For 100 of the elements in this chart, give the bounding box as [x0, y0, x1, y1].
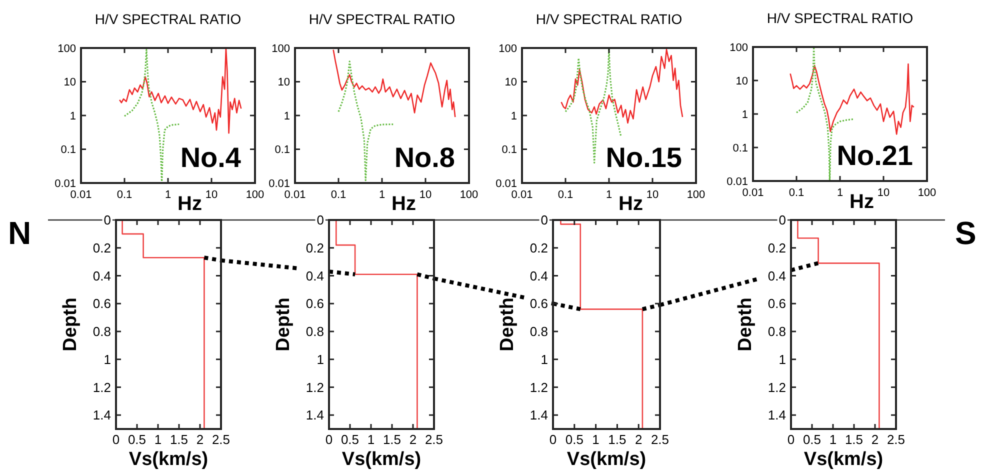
y-tick-label: 1: [742, 108, 748, 121]
y-tick-label: 0.01: [54, 178, 76, 190]
x-tick-label: 2: [409, 432, 417, 447]
x-axis-title: Hz: [618, 193, 643, 215]
y-tick-label: 1.2: [530, 380, 548, 395]
x-tick-label: 2: [196, 432, 204, 447]
line-series: [797, 219, 880, 430]
y-tick-label: 0.6: [768, 296, 786, 312]
y-tick-label: 100: [498, 42, 517, 55]
x-tick-label: 2.5: [886, 432, 906, 447]
y-axis-title: Depth: [497, 298, 518, 352]
y-tick-label: 1: [316, 352, 324, 367]
y-tick-label: 100: [730, 42, 748, 54]
y-tick-label: 0.2: [306, 240, 324, 256]
x-tick-label: 1: [606, 189, 612, 201]
x-tick-label: 1.5: [844, 432, 864, 447]
x-axis-title: Vs(km/s): [342, 449, 422, 470]
x-tick-label: 0.1: [788, 187, 804, 199]
x-tick-label: 1.5: [608, 432, 626, 447]
y-tick-label: 0.2: [92, 240, 111, 256]
y-tick-label: 10: [64, 76, 76, 89]
y-tick-label: 0.8: [92, 324, 111, 340]
x-tick-label: 0.1: [116, 189, 132, 201]
chart-title: H/V SPECTRAL RATIO: [94, 11, 242, 27]
y-tick-label: 1.2: [306, 380, 324, 395]
y-tick-label: 1.2: [92, 380, 111, 395]
annotation: No.8: [394, 142, 455, 173]
x-tick-label: 1: [378, 189, 386, 201]
y-tick-label: 1: [104, 352, 111, 367]
y-axis-title: Depth: [273, 298, 294, 352]
x-tick-label: 1: [164, 189, 172, 201]
annotation: No.15: [606, 142, 682, 173]
x-axis-title: Vs(km/s): [566, 449, 646, 470]
y-tick-label: 1: [778, 352, 786, 367]
y-tick-label: 0.1: [60, 144, 76, 156]
y-tick-label: 0.01: [268, 178, 290, 190]
chart-title: H/V SPECTRAL RATIO: [766, 10, 914, 26]
y-tick-label: 0.4: [306, 268, 324, 284]
x-tick-label: 1: [154, 432, 162, 447]
x-axis-title: Hz: [850, 191, 874, 213]
line-series: [560, 219, 644, 430]
y-tick-label: 1.2: [768, 380, 786, 395]
x-tick-label: 1: [367, 432, 375, 447]
y-tick-label: 100: [272, 42, 290, 55]
y-tick-label: 0.4: [768, 268, 786, 284]
x-tick-label: 10: [205, 189, 218, 201]
y-tick-label: 0.2: [768, 240, 786, 256]
y-tick-label: 0.1: [502, 144, 517, 156]
text: N: [8, 215, 32, 251]
x-tick-label: 0.5: [802, 432, 822, 447]
y-tick-label: 0.8: [768, 324, 786, 340]
x-tick-label: 2.5: [650, 432, 670, 447]
y-tick-label: 0.6: [530, 296, 548, 312]
x-axis-title: Vs(km/s): [804, 449, 884, 470]
x-tick-label: 100: [246, 189, 264, 201]
x-tick-label: 1.5: [382, 432, 402, 447]
y-tick-label: 1: [284, 110, 290, 122]
x-tick-label: 1: [829, 432, 837, 447]
y-tick-label: 100: [58, 42, 76, 55]
x-axis-title: Hz: [178, 193, 202, 215]
y-tick-label: 1.4: [530, 408, 548, 423]
line-series: [335, 219, 418, 430]
y-tick-label: 0.8: [306, 324, 324, 340]
x-axis-title: Hz: [392, 193, 416, 215]
y-tick-label: 0.01: [726, 176, 748, 188]
y-axis-title: Depth: [735, 298, 756, 352]
x-tick-label: 1: [592, 432, 600, 447]
x-tick-label: 100: [460, 189, 478, 201]
x-tick-label: 10: [877, 187, 890, 199]
y-tick-label: 0.01: [496, 178, 517, 190]
annotation: No.21: [836, 140, 913, 171]
x-axis-title: Vs(km/s): [128, 449, 208, 470]
x-tick-label: 100: [686, 189, 706, 201]
x-tick-label: 0.5: [128, 432, 146, 447]
y-tick-label: 0.2: [530, 240, 548, 256]
y-tick-label: 10: [504, 76, 517, 89]
x-tick-label: 2: [871, 432, 879, 447]
x-tick-label: 2.5: [424, 432, 444, 447]
y-axis-title: Depth: [60, 298, 81, 352]
chart-title: H/V SPECTRAL RATIO: [536, 11, 682, 27]
x-tick-label: 10: [419, 189, 432, 201]
y-tick-label: 0.1: [732, 142, 748, 154]
y-tick-label: 0.4: [92, 268, 111, 284]
x-tick-label: 0.1: [330, 189, 346, 201]
y-tick-label: 1: [510, 110, 517, 122]
y-tick-label: 0.4: [530, 268, 548, 284]
x-tick-label: 2: [634, 432, 642, 447]
x-tick-label: 1.5: [170, 432, 188, 447]
y-tick-label: 10: [278, 76, 290, 89]
y-tick-label: 1.4: [92, 408, 111, 423]
x-tick-label: 10: [646, 189, 659, 201]
x-tick-label: 0.5: [340, 432, 360, 447]
y-tick-label: 1.4: [768, 408, 786, 423]
y-tick-label: 1: [540, 352, 548, 367]
annotation: No.4: [180, 142, 242, 173]
x-tick-label: 0.5: [565, 432, 584, 447]
x-tick-label: 100: [918, 187, 936, 199]
x-tick-label: 1: [836, 187, 844, 199]
y-tick-label: 0.1: [274, 144, 290, 156]
text: S: [955, 215, 976, 251]
